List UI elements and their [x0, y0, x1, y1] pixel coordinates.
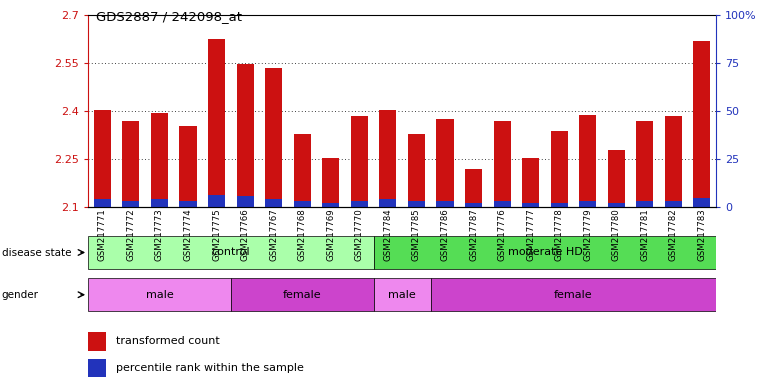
Text: GSM217771: GSM217771 — [98, 209, 107, 262]
Bar — [123, 201, 139, 207]
Text: disease state: disease state — [2, 248, 71, 258]
Text: GSM217780: GSM217780 — [612, 209, 620, 262]
Bar — [88, 236, 374, 269]
Bar — [551, 131, 568, 207]
Bar — [579, 201, 596, 207]
Bar — [208, 195, 225, 207]
Bar — [465, 203, 482, 207]
Bar — [151, 113, 168, 207]
Bar — [351, 116, 368, 207]
Bar — [665, 201, 682, 207]
Bar — [430, 278, 716, 311]
Bar — [493, 201, 511, 207]
Bar — [493, 121, 511, 207]
Bar — [607, 150, 625, 207]
Text: GSM217778: GSM217778 — [555, 209, 564, 262]
Text: GSM217766: GSM217766 — [241, 209, 250, 262]
Bar — [522, 158, 539, 207]
Text: percentile rank within the sample: percentile rank within the sample — [116, 363, 303, 373]
Bar — [693, 41, 711, 207]
Text: GSM217769: GSM217769 — [326, 209, 336, 262]
Text: GDS2887 / 242098_at: GDS2887 / 242098_at — [96, 10, 242, 23]
Bar — [123, 121, 139, 207]
Bar — [379, 110, 397, 207]
Bar — [522, 203, 539, 207]
Text: male: male — [388, 290, 416, 300]
Text: GSM217772: GSM217772 — [126, 209, 136, 262]
Text: GSM217774: GSM217774 — [184, 209, 192, 262]
Bar — [322, 158, 339, 207]
Bar — [93, 199, 111, 207]
Text: gender: gender — [2, 290, 38, 300]
Bar — [179, 201, 197, 207]
Text: female: female — [554, 290, 593, 300]
Text: GSM217779: GSM217779 — [583, 209, 592, 262]
Bar — [374, 236, 716, 269]
Bar — [265, 68, 282, 207]
Bar — [551, 203, 568, 207]
Text: moderate HD: moderate HD — [508, 247, 582, 258]
Text: control: control — [211, 247, 250, 258]
Bar — [665, 116, 682, 207]
Bar — [374, 278, 430, 311]
Text: GSM217777: GSM217777 — [526, 209, 535, 262]
Text: GSM217775: GSM217775 — [212, 209, 221, 262]
Bar — [208, 40, 225, 207]
Text: GSM217787: GSM217787 — [469, 209, 478, 262]
Text: GSM217776: GSM217776 — [498, 209, 506, 262]
Bar — [637, 201, 653, 207]
Bar — [693, 198, 711, 207]
Text: GSM217767: GSM217767 — [269, 209, 278, 262]
Bar — [237, 64, 254, 207]
Bar — [607, 203, 625, 207]
Bar — [88, 332, 106, 351]
Text: GSM217773: GSM217773 — [155, 209, 164, 262]
Bar — [408, 201, 425, 207]
Text: GSM217781: GSM217781 — [640, 209, 650, 262]
Bar — [379, 199, 397, 207]
Bar — [293, 134, 311, 207]
Bar — [437, 201, 453, 207]
Bar — [93, 110, 111, 207]
Text: GSM217785: GSM217785 — [412, 209, 421, 262]
Bar — [465, 169, 482, 207]
Text: GSM217783: GSM217783 — [697, 209, 706, 262]
Bar — [88, 359, 106, 377]
Bar — [179, 126, 197, 207]
Bar — [437, 119, 453, 207]
Text: GSM217782: GSM217782 — [669, 209, 678, 262]
Bar — [408, 134, 425, 207]
Bar — [579, 114, 596, 207]
Bar — [151, 199, 168, 207]
Bar — [265, 199, 282, 207]
Bar — [322, 203, 339, 207]
Text: female: female — [283, 290, 322, 300]
Bar — [237, 196, 254, 207]
Text: GSM217770: GSM217770 — [355, 209, 364, 262]
Bar — [637, 121, 653, 207]
Text: transformed count: transformed count — [116, 336, 220, 346]
Text: GSM217768: GSM217768 — [298, 209, 306, 262]
Text: GSM217786: GSM217786 — [440, 209, 450, 262]
Bar — [231, 278, 374, 311]
Bar — [88, 278, 231, 311]
Bar — [293, 201, 311, 207]
Text: male: male — [146, 290, 173, 300]
Text: GSM217784: GSM217784 — [383, 209, 392, 262]
Bar — [351, 201, 368, 207]
